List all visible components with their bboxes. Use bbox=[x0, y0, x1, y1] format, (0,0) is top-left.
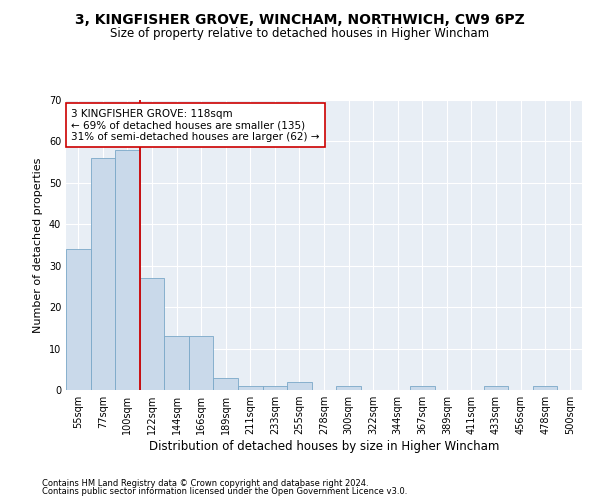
Y-axis label: Number of detached properties: Number of detached properties bbox=[33, 158, 43, 332]
Bar bbox=[533, 386, 557, 390]
Bar bbox=[214, 378, 238, 390]
Bar bbox=[115, 150, 140, 390]
Bar bbox=[91, 158, 115, 390]
X-axis label: Distribution of detached houses by size in Higher Wincham: Distribution of detached houses by size … bbox=[149, 440, 499, 453]
Bar bbox=[410, 386, 434, 390]
Bar bbox=[484, 386, 508, 390]
Bar bbox=[287, 382, 312, 390]
Text: 3, KINGFISHER GROVE, WINCHAM, NORTHWICH, CW9 6PZ: 3, KINGFISHER GROVE, WINCHAM, NORTHWICH,… bbox=[75, 12, 525, 26]
Text: Size of property relative to detached houses in Higher Wincham: Size of property relative to detached ho… bbox=[110, 28, 490, 40]
Text: 3 KINGFISHER GROVE: 118sqm
← 69% of detached houses are smaller (135)
31% of sem: 3 KINGFISHER GROVE: 118sqm ← 69% of deta… bbox=[71, 108, 320, 142]
Bar bbox=[336, 386, 361, 390]
Bar bbox=[164, 336, 189, 390]
Bar bbox=[263, 386, 287, 390]
Bar bbox=[140, 278, 164, 390]
Bar bbox=[66, 249, 91, 390]
Text: Contains public sector information licensed under the Open Government Licence v3: Contains public sector information licen… bbox=[42, 487, 407, 496]
Bar bbox=[238, 386, 263, 390]
Text: Contains HM Land Registry data © Crown copyright and database right 2024.: Contains HM Land Registry data © Crown c… bbox=[42, 478, 368, 488]
Bar bbox=[189, 336, 214, 390]
